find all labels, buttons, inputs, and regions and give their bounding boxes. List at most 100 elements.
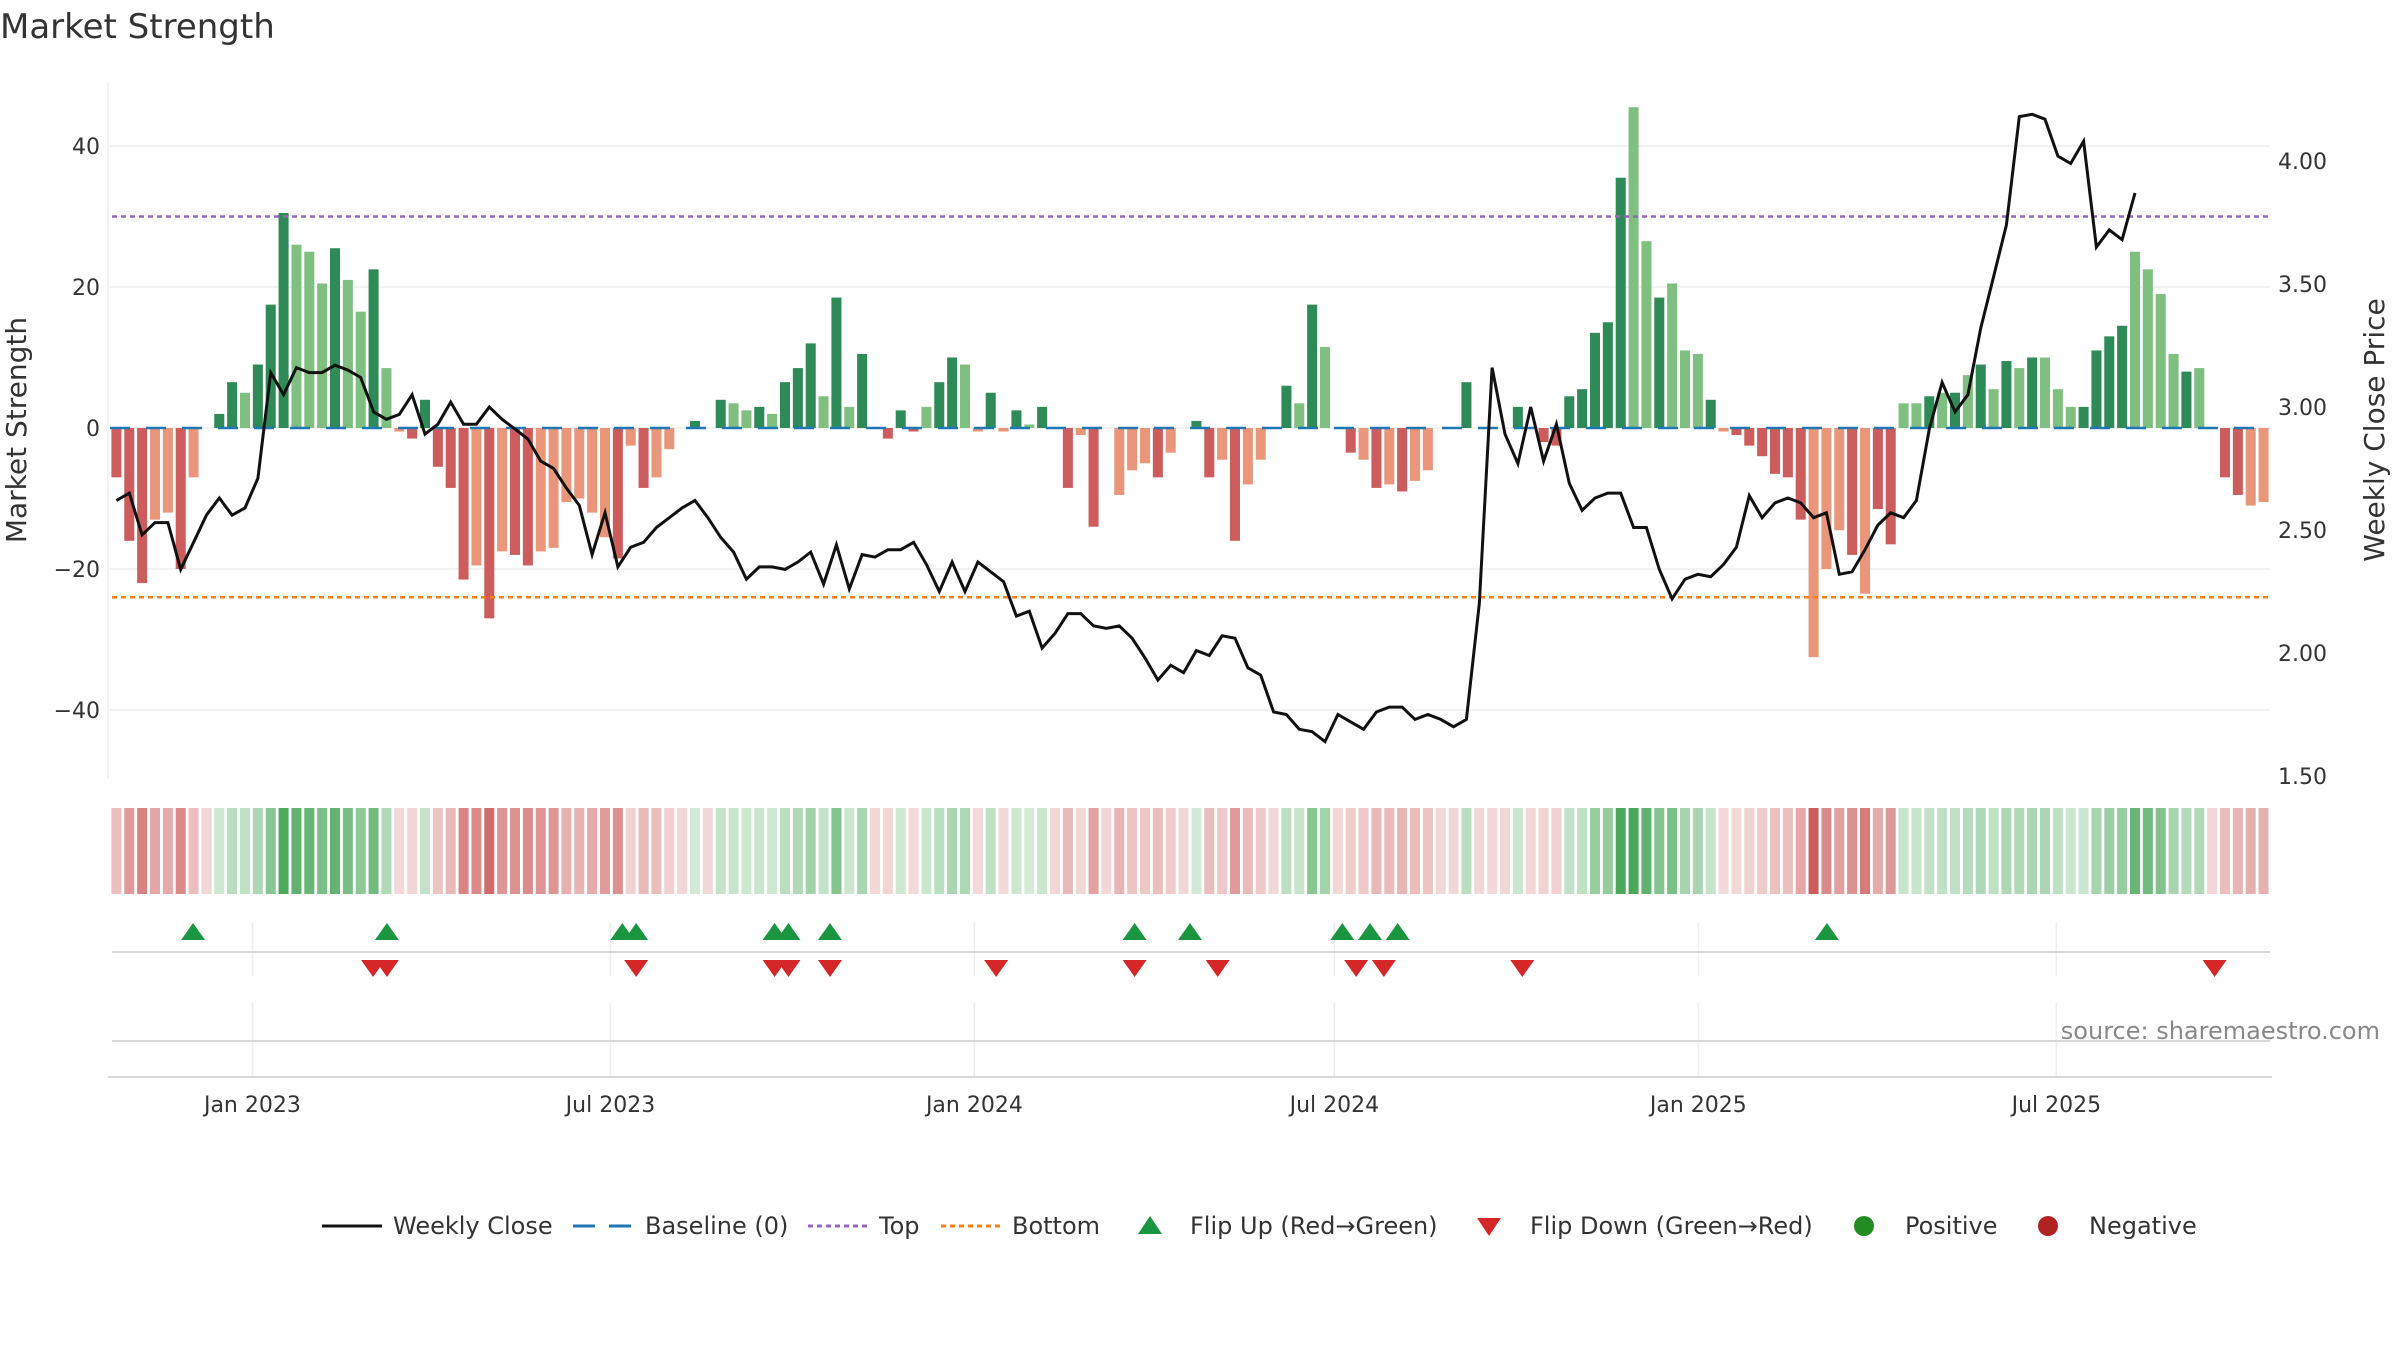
flip-up-marker (1385, 923, 1410, 940)
strength-bar (368, 269, 379, 428)
strength-bar (329, 248, 341, 428)
heat-cell (1268, 808, 1279, 894)
x-tick-label: Jan 2023 (202, 1093, 301, 1118)
heat-cell (1114, 808, 1125, 894)
right-tick-label: 2.50 (2278, 519, 2327, 544)
flip-up-marker (776, 923, 801, 940)
strength-bar (574, 428, 585, 499)
strength-bar (355, 311, 366, 428)
strength-bar (2232, 428, 2243, 495)
heat-cell (1229, 808, 1241, 894)
flip-up-marker (1122, 923, 1147, 940)
right-tick-label: 1.50 (2278, 765, 2327, 790)
heat-cell (2104, 808, 2115, 894)
heat-cell (1191, 808, 1202, 894)
heat-cell (201, 808, 212, 894)
strength-bar (1744, 428, 1755, 446)
strength-bar (1872, 428, 1883, 510)
heat-cell (1589, 808, 1601, 894)
legend-label: Bottom (1012, 1212, 1100, 1240)
heat-cell (1937, 808, 1948, 894)
strength-bar (2168, 353, 2179, 428)
strength-bar (741, 410, 752, 428)
legend-label: Weekly Close (393, 1212, 553, 1240)
heat-cell (677, 808, 688, 894)
heat-cell (1127, 808, 1138, 894)
flip-up-marker (1358, 923, 1382, 940)
strength-bar (779, 382, 791, 428)
legend-item-flip_down: Flip Down (Green→Red) (1477, 1212, 1813, 1240)
heat-cell (471, 808, 482, 894)
heat-cell (1358, 808, 1369, 894)
heat-cell (252, 808, 263, 894)
strength-bar (497, 428, 508, 552)
heat-cell (1988, 808, 1999, 894)
heat-cell (1319, 808, 1331, 894)
heat-cell (535, 808, 546, 894)
strength-bar (1667, 283, 1678, 428)
strength-bar (342, 279, 353, 428)
heat-cell (882, 808, 893, 894)
legend-swatch (1854, 1216, 1874, 1236)
heat-cell (1409, 808, 1421, 894)
heat-cell (2065, 808, 2076, 894)
heat-cell (1371, 808, 1382, 894)
strength-bar (304, 251, 315, 428)
heat-cell (317, 808, 328, 894)
heat-cell (998, 808, 1009, 894)
strength-bar (947, 357, 958, 428)
strength-heat-strip (111, 808, 2269, 894)
heat-cell (2168, 808, 2179, 894)
heat-cell (1808, 808, 1819, 894)
heat-cell (1307, 808, 1318, 894)
heat-cell (651, 808, 662, 894)
x-tick-label: Jul 2024 (1288, 1093, 1380, 1118)
heat-cell (818, 808, 829, 894)
heat-cell (239, 808, 251, 894)
strength-bar (2039, 357, 2051, 428)
strength-bar (1461, 382, 1472, 428)
strength-bar (227, 382, 238, 428)
strength-bar (239, 392, 251, 428)
heat-cell (1088, 808, 1099, 894)
strength-bar (2065, 406, 2076, 428)
strength-bar (2181, 371, 2192, 428)
flip-down-marker (374, 960, 399, 977)
heat-cell (1757, 808, 1768, 894)
strength-bar (1628, 107, 1639, 428)
strength-bar (522, 428, 533, 566)
heat-cell (1178, 808, 1189, 894)
legend-item-close: Weekly Close (322, 1212, 553, 1240)
left-tick-label: −20 (54, 558, 100, 583)
heat-cell (805, 808, 816, 894)
heat-cell (702, 808, 713, 894)
legend-item-negative: Negative (2038, 1212, 2197, 1240)
strength-bar (1011, 410, 1022, 428)
strength-bar (1679, 350, 1691, 428)
strength-bar (1821, 428, 1832, 569)
heat-cell (857, 808, 868, 894)
strength-bar (1757, 428, 1768, 457)
strength-bar (1062, 428, 1073, 488)
strength-bar (432, 428, 443, 467)
heat-cell (355, 808, 366, 894)
heat-cell (1242, 808, 1253, 894)
strength-bar (162, 428, 173, 513)
left-tick-label: 40 (72, 135, 100, 160)
legend-label: Positive (1905, 1212, 1998, 1240)
heat-cell (1037, 808, 1048, 894)
strength-bar (2194, 368, 2205, 428)
heat-cell (1795, 808, 1806, 894)
heat-cell (921, 808, 932, 894)
heat-cell (2001, 808, 2012, 894)
heat-cell (715, 808, 726, 894)
heat-cell (831, 808, 842, 894)
legend-label: Baseline (0) (645, 1212, 788, 1240)
strength-bar (1075, 428, 1086, 436)
heat-cell (111, 808, 122, 894)
right-tick-label: 4.00 (2278, 150, 2327, 175)
legend-label: Negative (2089, 1212, 2197, 1240)
x-tick-label: Jul 2023 (564, 1093, 656, 1118)
strength-bar (471, 428, 482, 566)
flip-down-marker (1510, 960, 1535, 977)
